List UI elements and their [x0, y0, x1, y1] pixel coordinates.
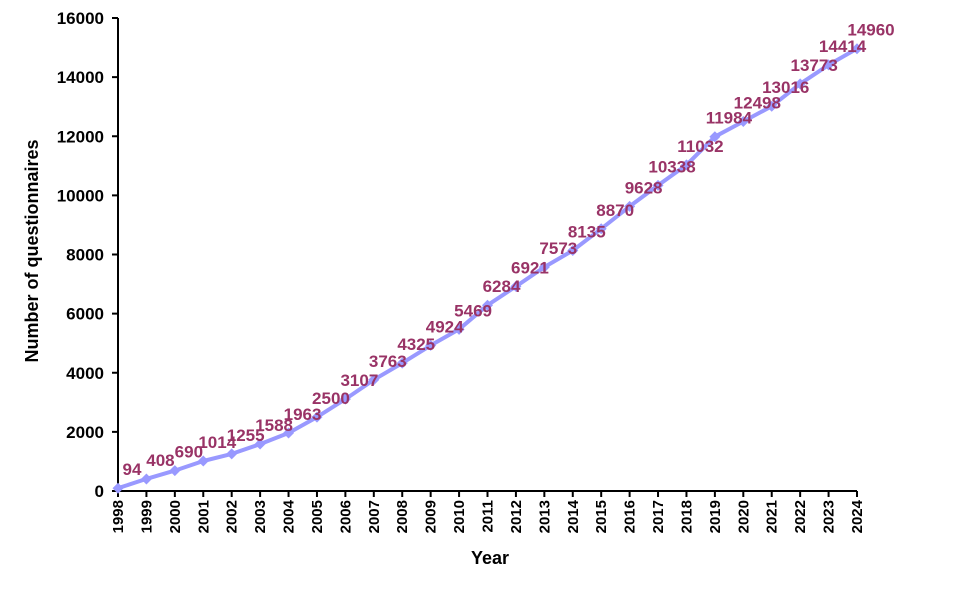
data-label: 6921 [511, 258, 549, 277]
x-tick-label: 2009 [423, 500, 440, 533]
x-tick-label: 2010 [451, 500, 468, 533]
x-tick-label: 2002 [224, 500, 241, 533]
y-tick-label: 12000 [57, 127, 104, 146]
data-point-marker [368, 374, 380, 386]
data-label: 1963 [284, 405, 322, 424]
data-point-marker [652, 179, 664, 191]
data-label: 13016 [762, 78, 809, 97]
data-label: 690 [175, 443, 203, 462]
x-axis-title: Year [471, 548, 509, 568]
data-label: 9628 [625, 178, 663, 197]
x-tick-label: 2024 [849, 499, 866, 533]
x-tick-label: 2007 [366, 500, 383, 533]
x-tick-label: 2000 [167, 500, 184, 533]
data-label: 14414 [819, 37, 867, 56]
data-point-marker [794, 78, 806, 90]
data-point-marker [283, 427, 295, 439]
data-label: 3107 [340, 371, 378, 390]
data-label: 4325 [397, 335, 435, 354]
data-label: 11984 [706, 109, 753, 128]
data-label: 94 [123, 460, 142, 479]
data-point-marker [112, 482, 124, 494]
data-point-marker [482, 299, 493, 311]
x-tick-label: 2013 [536, 500, 553, 533]
data-label: 1255 [227, 426, 265, 445]
axes [117, 18, 857, 492]
data-label: 14960 [847, 21, 894, 40]
data-point-marker [140, 473, 152, 485]
y-tick-label: 14000 [57, 68, 104, 87]
data-point-marker [709, 131, 721, 143]
x-tick-label: 2018 [678, 500, 695, 533]
y-axis-ticks: 0 2000 4000 6000 8000 10000 12000 14000 16000 [57, 9, 118, 501]
data-label: 1588 [255, 416, 293, 435]
data-label: 1014 [198, 433, 236, 452]
y-tick-label: 10000 [57, 186, 104, 205]
data-point-marker [510, 280, 522, 292]
series-layer [112, 43, 863, 494]
data-point-marker [823, 59, 835, 71]
x-tick-label: 2004 [281, 499, 298, 533]
x-axis-ticks: 1998 1999 2000 2001 2002 2003 2004 2005 2006 2007… [110, 491, 866, 533]
data-label: 13773 [791, 56, 838, 75]
data-label: 5469 [454, 301, 492, 320]
data-point-marker [567, 245, 579, 257]
data-point-marker [169, 465, 181, 477]
data-label: 4924 [426, 317, 464, 336]
data-point-marker [766, 100, 778, 112]
data-label: 8870 [596, 201, 634, 220]
x-tick-label: 2003 [252, 500, 269, 533]
data-point-marker [197, 455, 209, 467]
data-point-marker [680, 159, 692, 171]
x-tick-label: 2008 [394, 500, 411, 533]
y-tick-label: 0 [95, 482, 104, 501]
data-label: 6284 [483, 277, 521, 296]
y-axis-title: Number of questionnaires [22, 139, 42, 362]
data-point-marker [538, 261, 550, 273]
x-tick-label: 2021 [764, 500, 781, 533]
x-tick-label: 2016 [622, 500, 639, 533]
data-point-marker [453, 323, 465, 335]
data-point-marker [254, 438, 266, 450]
data-point-marker [624, 200, 636, 212]
y-tick-label: 6000 [66, 305, 104, 324]
x-tick-label: 2011 [480, 500, 497, 533]
y-tick-label: 8000 [66, 246, 104, 265]
data-label: 8135 [568, 223, 606, 242]
x-tick-label: 2005 [309, 500, 326, 533]
data-point-marker [339, 393, 351, 405]
y-tick-label: 4000 [66, 364, 104, 383]
x-tick-label: 2012 [508, 500, 525, 533]
data-point-marker [851, 43, 863, 55]
data-label: 2500 [312, 389, 350, 408]
data-label: 12498 [734, 94, 781, 113]
x-tick-label: 2020 [735, 500, 752, 533]
data-point-marker [396, 357, 408, 369]
y-tick-label: 2000 [66, 423, 104, 442]
x-tick-label: 1999 [138, 500, 155, 533]
data-labels: 94 408 69010141255158819632500310737634325… [123, 21, 895, 479]
data-point-marker [737, 116, 749, 128]
y-tick-label: 16000 [57, 9, 104, 28]
data-point-marker [226, 448, 238, 460]
data-label: 408 [146, 451, 174, 470]
x-tick-label: 1998 [110, 500, 127, 533]
data-point-marker [311, 411, 323, 423]
data-point-marker [425, 339, 437, 351]
data-label: 7573 [539, 239, 577, 258]
x-tick-label: 2001 [195, 500, 212, 533]
data-label: 11032 [677, 137, 723, 156]
x-tick-label: 2019 [707, 500, 724, 533]
data-label: 3763 [369, 352, 407, 371]
x-tick-label: 2015 [593, 500, 610, 533]
x-tick-label: 2006 [337, 500, 354, 533]
x-tick-label: 2017 [650, 500, 667, 533]
x-tick-label: 2023 [821, 500, 838, 533]
data-label: 10338 [648, 157, 695, 176]
x-tick-label: 2022 [792, 500, 809, 533]
x-tick-label: 2014 [565, 499, 582, 533]
data-point-marker [595, 223, 607, 235]
